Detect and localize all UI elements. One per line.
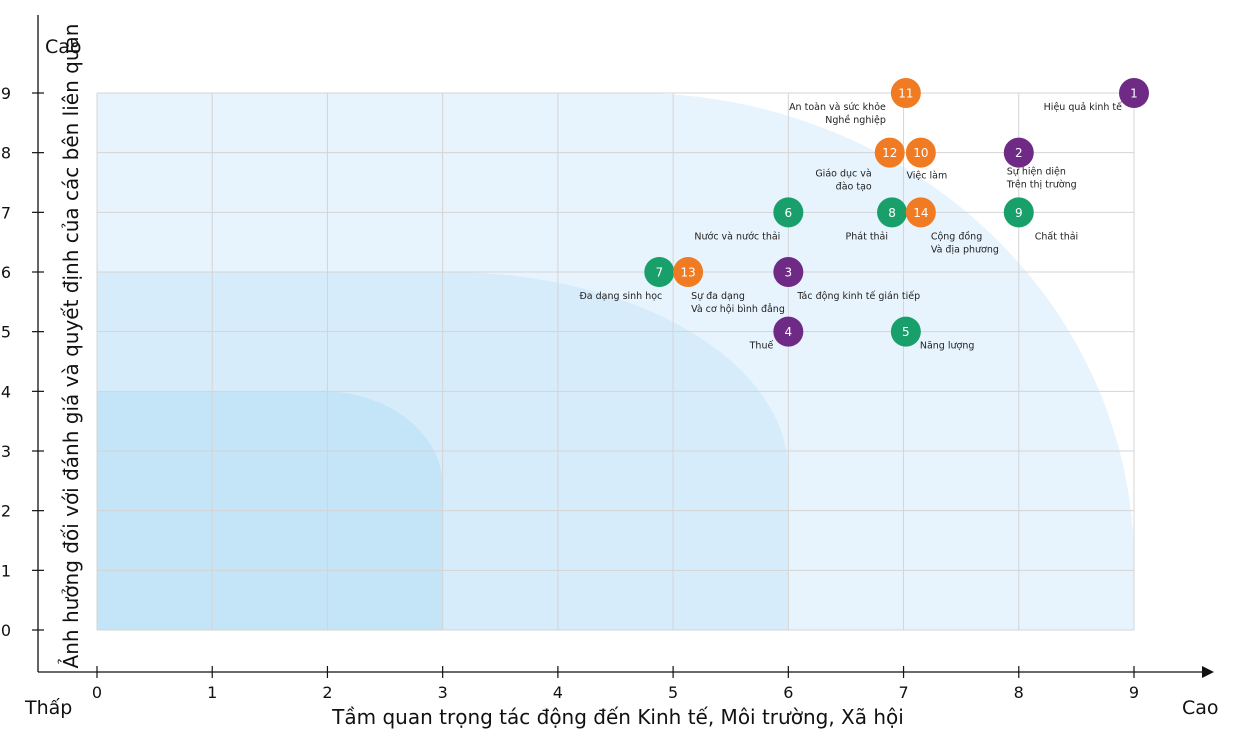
point-number: 3 [785, 266, 793, 280]
point-label: Đa dạng sinh học [579, 291, 662, 302]
x-axis-title: Tầm quan trọng tác động đến Kinh tế, Môi… [331, 705, 904, 729]
y-axis-title: Ảnh hưởng đối với đánh giá và quyết định… [58, 24, 83, 669]
y-tick-label: 7 [1, 203, 11, 222]
point-marker [905, 137, 936, 168]
point-number: 5 [902, 325, 910, 339]
x-tick-label: 6 [783, 683, 793, 702]
y-tick-label: 1 [1, 561, 11, 580]
x-high-label: Cao [1182, 697, 1219, 719]
point-label: Tác động kinh tế gián tiếp [796, 291, 920, 302]
point-number: 8 [888, 206, 896, 220]
y-tick-label: 2 [1, 502, 11, 521]
point-number: 10 [913, 146, 928, 160]
x-tick-label: 0 [92, 683, 102, 702]
point-number: 14 [913, 206, 928, 220]
x-tick-label: 8 [1014, 683, 1024, 702]
point-number: 11 [898, 87, 913, 101]
data-points: 1 Hiệu quả kinh tế 2 Sự hiện diện Trên thị t… [579, 78, 1149, 352]
point-label: Giáo dục và [815, 169, 871, 180]
point-marker [1003, 137, 1034, 168]
point-label: Và địa phương [931, 244, 999, 255]
y-tick-label: 0 [1, 621, 11, 640]
x-tick-label: 3 [438, 683, 448, 702]
y-tick-label: 8 [1, 144, 11, 163]
point-marker [773, 316, 804, 347]
point-number: 9 [1015, 206, 1023, 220]
point-marker [773, 197, 804, 228]
point-label: Việc làm [906, 171, 947, 182]
point-label: đào tạo [836, 182, 872, 193]
point-number: 7 [655, 266, 663, 280]
y-tick-label: 9 [1, 84, 11, 103]
point-label: Năng lượng [920, 341, 975, 352]
x-tick-label: 9 [1129, 683, 1139, 702]
point-label: Phát thải [846, 231, 889, 242]
y-tick-label: 3 [1, 442, 11, 461]
axes [37, 15, 1214, 678]
point-marker [773, 257, 804, 287]
point-label: Nghề nghiệp [825, 115, 886, 126]
point-label: Nước và nước thải [694, 231, 780, 242]
point-marker [905, 197, 936, 228]
point-label: Sự đa dạng [691, 291, 745, 302]
y-tick-label: 6 [1, 263, 11, 282]
point-label: Sự hiện diện [1007, 167, 1066, 178]
point-marker [890, 78, 921, 108]
x-low-label: Thấp [24, 697, 72, 719]
point-marker [1003, 197, 1034, 228]
point-11: 11 An toàn và sức khỏe Nghề nghiệp [789, 78, 921, 126]
point-6: 6 Nước và nước thải [694, 197, 804, 242]
x-tick-label: 4 [553, 683, 563, 702]
point-1: 1 Hiệu quả kinh tế [1044, 78, 1149, 113]
x-tick-label: 5 [668, 683, 678, 702]
point-13: 13 Sự đa dạng Và cơ hội bình đẳng [673, 257, 785, 315]
y-tick-label: 4 [1, 382, 11, 401]
point-label: Và cơ hội bình đẳng [691, 304, 785, 315]
point-number: 6 [785, 206, 793, 220]
point-2: 2 Sự hiện diện Trên thị trường [1003, 137, 1077, 191]
point-number: 12 [882, 146, 897, 160]
point-marker [874, 137, 905, 168]
point-9: 9 Chất thải [1003, 197, 1078, 242]
priority-zones [97, 93, 1134, 630]
point-label: Thuế [749, 341, 774, 352]
point-label: Chất thải [1035, 231, 1078, 242]
point-number: 1 [1130, 87, 1138, 101]
grid [96, 92, 1135, 631]
point-5: 5 Năng lượng [890, 316, 975, 352]
point-marker [673, 257, 704, 287]
point-number: 13 [680, 266, 695, 280]
point-label: Hiệu quả kinh tế [1044, 102, 1122, 113]
point-marker [644, 257, 675, 287]
point-4: 4 Thuế [749, 316, 804, 352]
point-10: 10 Việc làm [905, 137, 947, 182]
point-7: 7 Đa dạng sinh học [579, 257, 675, 302]
point-marker [1119, 78, 1149, 108]
y-tick-label: 5 [1, 323, 11, 342]
point-8: 8 Phát thải [846, 197, 908, 242]
point-label: An toàn và sức khỏe [789, 102, 886, 113]
point-number: 2 [1015, 146, 1023, 160]
point-number: 4 [785, 325, 793, 339]
point-label: Trên thị trường [1006, 180, 1077, 191]
point-marker [890, 316, 921, 347]
point-label: Cộng đồng [931, 231, 982, 242]
x-tick-label: 2 [322, 683, 332, 702]
point-12: 12 Giáo dục và đào tạo [815, 137, 905, 193]
y-high-label: Cao [45, 36, 82, 58]
point-marker [877, 197, 908, 228]
x-tick-label: 1 [207, 683, 217, 702]
x-tick-label: 7 [898, 683, 908, 702]
